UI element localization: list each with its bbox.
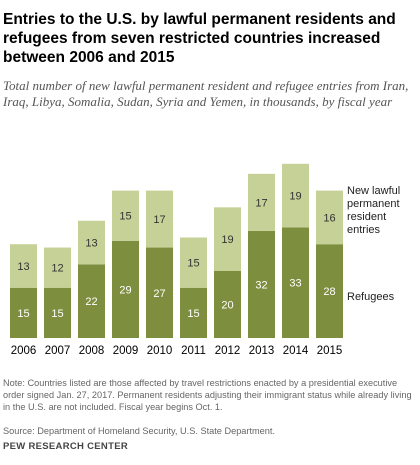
- stacked-bar-chart: 15 13 15 12 22 13 29 15 27 17 15 15 20 19 32 17 33 19 28 16…: [10, 163, 343, 357]
- data-label-new-lpr-2011: 15: [187, 258, 199, 270]
- bar-new-lpr-2009: [112, 190, 139, 241]
- bars-group: 15 13 15 12 22 13 29 15 27 17 15 15 20 19 32 17 33 19 28 16: [10, 163, 343, 338]
- bar-new-lpr-2007: [44, 247, 71, 288]
- data-label-new-lpr-2006: 13: [17, 261, 29, 273]
- chart-note: Note: Countries listed are those affecte…: [3, 378, 412, 412]
- bar-new-lpr-2013: [248, 173, 275, 231]
- legend-new-lpr: New lawful permanent resident entries: [347, 185, 401, 236]
- data-label-refugees-2011: 15: [187, 308, 199, 320]
- bar-new-lpr-2012: [214, 207, 241, 271]
- bar-new-lpr-2006: [10, 244, 37, 288]
- data-label-refugees-2009: 29: [119, 284, 131, 296]
- data-label-refugees-2013: 32: [255, 279, 267, 291]
- legend-refugees: Refugees: [347, 291, 395, 303]
- x-tick-label-2011: 2011: [181, 345, 206, 357]
- bar-refugees-2009: [112, 240, 139, 338]
- data-label-new-lpr-2015: 16: [323, 212, 335, 224]
- x-tick-label-2013: 2013: [249, 345, 275, 357]
- data-label-refugees-2014: 33: [289, 278, 301, 290]
- data-label-new-lpr-2009: 15: [119, 211, 131, 223]
- x-tick-label-2014: 2014: [283, 345, 309, 357]
- data-label-refugees-2015: 28: [323, 286, 335, 298]
- bar-new-lpr-2015: [316, 190, 343, 245]
- x-tick-labels: 2006 2007 2008 2009 2010 2011 2012 2013 2014 2015: [11, 345, 343, 357]
- bar-new-lpr-2008: [78, 220, 105, 265]
- bar-refugees-2006: [10, 287, 37, 338]
- x-tick-label-2012: 2012: [215, 345, 241, 357]
- data-label-refugees-2008: 22: [85, 296, 97, 308]
- bar-refugees-2011: [180, 287, 207, 338]
- chart-source: Source: Department of Homeland Security,…: [3, 426, 276, 436]
- data-label-new-lpr-2010: 17: [153, 214, 165, 226]
- bar-refugees-2012: [214, 271, 241, 338]
- x-tick-label-2006: 2006: [11, 345, 37, 357]
- x-tick-label-2009: 2009: [113, 345, 139, 357]
- data-label-new-lpr-2012: 19: [221, 234, 233, 246]
- x-tick-label-2010: 2010: [147, 345, 173, 357]
- brand-logo-text: PEW RESEARCH CENTER: [3, 441, 128, 452]
- x-tick-label-2015: 2015: [317, 345, 343, 357]
- data-label-refugees-2010: 27: [153, 288, 165, 300]
- bar-refugees-2010: [146, 247, 173, 338]
- bar-new-lpr-2010: [146, 190, 173, 248]
- bar-new-lpr-2014: [282, 163, 309, 228]
- data-label-refugees-2007: 15: [51, 308, 63, 320]
- data-label-new-lpr-2007: 12: [51, 263, 63, 275]
- bar-refugees-2008: [78, 264, 105, 338]
- x-tick-label-2007: 2007: [45, 345, 71, 357]
- bar-new-lpr-2011: [180, 237, 207, 288]
- chart-title: Entries to the U.S. by lawful permanent …: [3, 11, 396, 66]
- bar-refugees-2015: [316, 244, 343, 338]
- bar-refugees-2014: [282, 227, 309, 338]
- bar-refugees-2007: [44, 287, 71, 338]
- data-label-new-lpr-2008: 13: [85, 238, 97, 250]
- data-label-new-lpr-2013: 17: [255, 197, 267, 209]
- x-tick-label-2008: 2008: [79, 345, 105, 357]
- data-label-refugees-2012: 20: [221, 300, 233, 312]
- bar-refugees-2013: [248, 230, 275, 338]
- data-label-new-lpr-2014: 19: [289, 191, 301, 203]
- data-label-refugees-2006: 15: [17, 308, 29, 320]
- chart-subtitle: Total number of new lawful permanent res…: [3, 78, 409, 109]
